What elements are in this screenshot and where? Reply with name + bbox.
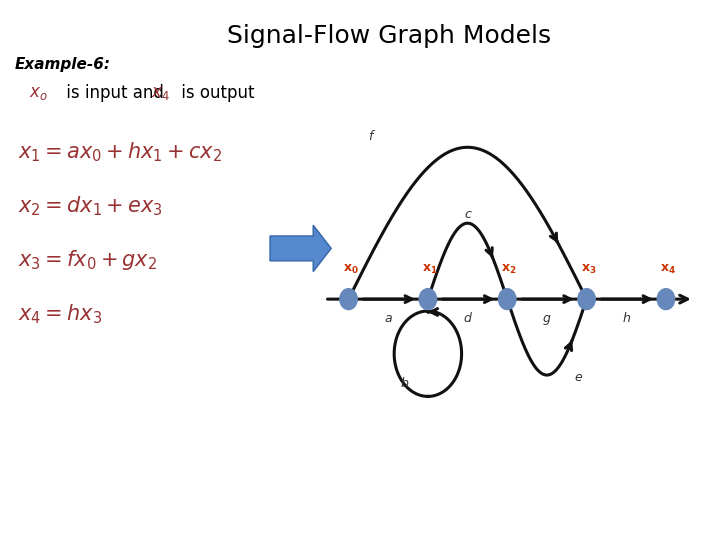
Text: $\it{x}_o$: $\it{x}_o$	[29, 84, 48, 102]
Text: Example-6:: Example-6:	[14, 57, 110, 72]
Circle shape	[419, 289, 436, 309]
Text: $\it{x}_4$: $\it{x}_4$	[151, 84, 170, 102]
Text: f: f	[368, 130, 372, 143]
Text: a: a	[384, 312, 392, 325]
Text: $\mathbf{x_1}$: $\mathbf{x_1}$	[422, 263, 438, 276]
Text: $\mathbf{x_3}$: $\mathbf{x_3}$	[580, 263, 596, 276]
Text: e: e	[575, 371, 582, 384]
Text: b: b	[400, 377, 408, 390]
Circle shape	[340, 289, 357, 309]
Circle shape	[578, 289, 595, 309]
Text: $\mathit{x_1} = \mathit{ax_0} + \mathit{hx_1} + \mathit{cx_2}$: $\mathit{x_1} = \mathit{ax_0} + \mathit{…	[18, 140, 222, 164]
Text: g: g	[543, 312, 551, 325]
Text: $\mathbf{x_2}$: $\mathbf{x_2}$	[501, 263, 517, 276]
Text: d: d	[464, 312, 472, 325]
Text: Signal-Flow Graph Models: Signal-Flow Graph Models	[227, 24, 551, 48]
Text: $\mathit{x_4} = \mathit{hx_3}$: $\mathit{x_4} = \mathit{hx_3}$	[18, 302, 102, 326]
Text: $\mathit{x_2} = \mathit{dx_1} + \mathit{ex_3}$: $\mathit{x_2} = \mathit{dx_1} + \mathit{…	[18, 194, 163, 218]
Text: $\mathit{x_3} = \mathit{fx_0} + \mathit{gx_2}$: $\mathit{x_3} = \mathit{fx_0} + \mathit{…	[18, 248, 157, 272]
Text: c: c	[464, 207, 471, 220]
Text: is input and: is input and	[61, 84, 169, 102]
Text: $\mathbf{x_4}$: $\mathbf{x_4}$	[660, 263, 676, 276]
Circle shape	[657, 289, 675, 309]
Polygon shape	[270, 225, 331, 272]
Text: is output: is output	[176, 84, 255, 102]
Text: h: h	[622, 312, 630, 325]
Circle shape	[498, 289, 516, 309]
Text: $\mathbf{x_0}$: $\mathbf{x_0}$	[343, 263, 359, 276]
